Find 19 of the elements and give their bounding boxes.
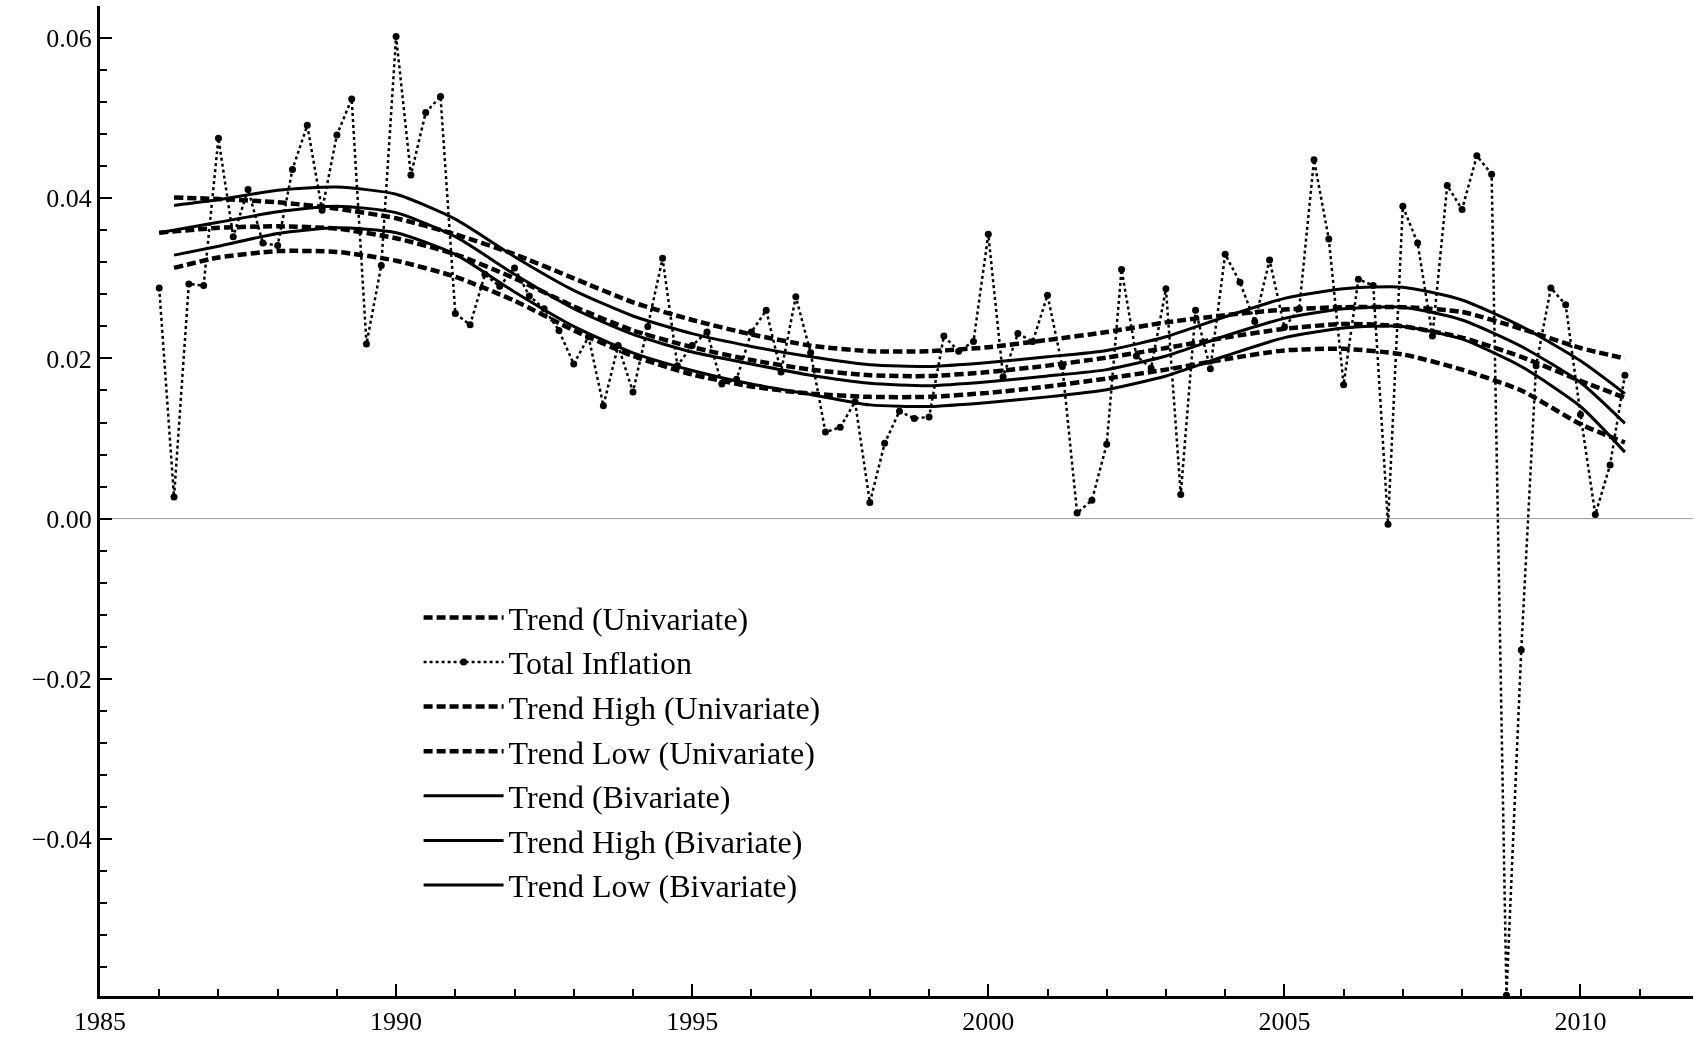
y-tick-label: 0.04 <box>46 184 92 214</box>
legend-label: Trend (Bivariate) <box>508 779 731 816</box>
x-tick-label: 2000 <box>962 1007 1015 1037</box>
x-tick-label: 1995 <box>666 1007 719 1037</box>
legend-label: Total Inflation <box>508 645 693 682</box>
legend-label: Trend Low (Univariate) <box>508 734 815 771</box>
x-tick-label: 1985 <box>74 1007 126 1037</box>
x-tick-label: 1990 <box>370 1007 423 1037</box>
x-tick-label: 2005 <box>1258 1007 1311 1037</box>
y-tick-label: 0.02 <box>46 344 92 374</box>
y-tick-label: 0.06 <box>46 24 92 54</box>
x-tick-label: 2010 <box>1554 1007 1607 1037</box>
legend-label: Trend (Univariate) <box>508 600 749 637</box>
legend-label: Trend High (Univariate) <box>508 690 821 727</box>
y-tick-label: −0.04 <box>31 825 92 855</box>
legend-label: Trend High (Bivariate) <box>508 823 803 860</box>
legend-label: Trend Low (Bivariate) <box>508 868 798 905</box>
y-tick-label: 0.00 <box>46 504 92 534</box>
y-tick-label: −0.02 <box>31 664 92 694</box>
